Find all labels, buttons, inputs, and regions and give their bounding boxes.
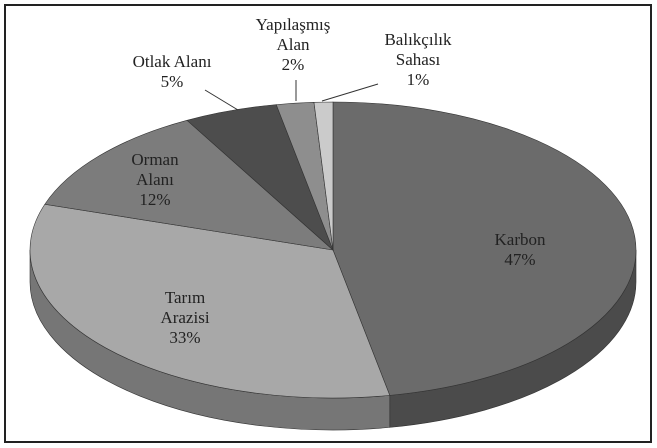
category-name: Balıkçılık Sahası [384, 30, 452, 69]
pie-slice [44, 119, 334, 251]
value-label: 1% [406, 70, 430, 89]
pie-slice [313, 101, 334, 251]
slice-label: Balıkçılık Sahası 1% [376, 30, 461, 90]
value-label: 12% [139, 190, 171, 209]
value-label: 5% [160, 72, 184, 91]
slice-label: Otlak Alanı 5% [117, 52, 227, 92]
value-label: 33% [169, 328, 201, 347]
value-label: 47% [504, 250, 536, 269]
value-label: 2% [281, 55, 305, 74]
category-name: Tarım Arazisi [160, 288, 210, 327]
slice-label: Tarım Arazisi 33% [150, 288, 220, 348]
leader-line [204, 89, 239, 111]
category-name: Orman Alanı [131, 150, 179, 189]
slice-label: Yapılaşmış Alan 2% [248, 15, 338, 75]
slice-label: Karbon 47% [475, 230, 565, 270]
category-name: Yapılaşmış Alan [255, 15, 331, 54]
slice-label: Orman Alanı 12% [120, 150, 190, 210]
category-name: Karbon [494, 230, 546, 249]
pie-slice [29, 203, 391, 399]
pie-slice [332, 101, 637, 396]
leader-line [321, 83, 379, 102]
category-name: Otlak Alanı [132, 52, 212, 71]
